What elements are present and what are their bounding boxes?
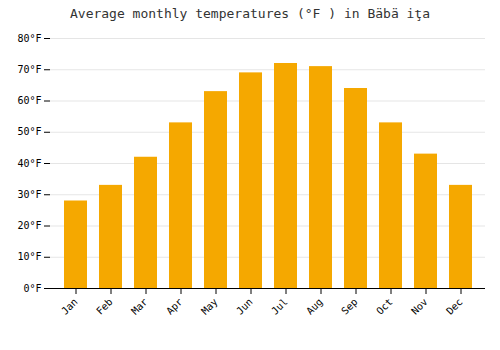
svg-text:Aug: Aug (304, 296, 325, 317)
svg-text:70°F: 70°F (17, 64, 41, 75)
svg-text:60°F: 60°F (17, 95, 41, 106)
svg-text:Apr: Apr (164, 296, 185, 317)
svg-text:20°F: 20°F (17, 220, 41, 231)
svg-text:80°F: 80°F (17, 33, 41, 44)
svg-text:Mar: Mar (129, 296, 150, 317)
svg-text:30°F: 30°F (17, 189, 41, 200)
svg-text:Feb: Feb (94, 296, 115, 317)
svg-text:Nov: Nov (409, 296, 430, 317)
html-text:Average monthly temperatures (: Average monthly temperatures (°F ) in Bä… (70, 6, 430, 21)
svg-text:Jan: Jan (59, 296, 80, 317)
svg-text:Oct: Oct (374, 296, 395, 317)
svg-text:Sep: Sep (339, 296, 360, 317)
svg-text:0°F: 0°F (23, 283, 41, 294)
svg-text:Dec: Dec (444, 296, 465, 317)
svg-text:10°F: 10°F (17, 251, 41, 262)
svg-text:Jun: Jun (234, 296, 255, 317)
svg-text:May: May (199, 296, 220, 317)
svg-text:40°F: 40°F (17, 158, 41, 169)
svg-text:50°F: 50°F (17, 126, 41, 137)
svg-text:Jul: Jul (269, 296, 290, 317)
